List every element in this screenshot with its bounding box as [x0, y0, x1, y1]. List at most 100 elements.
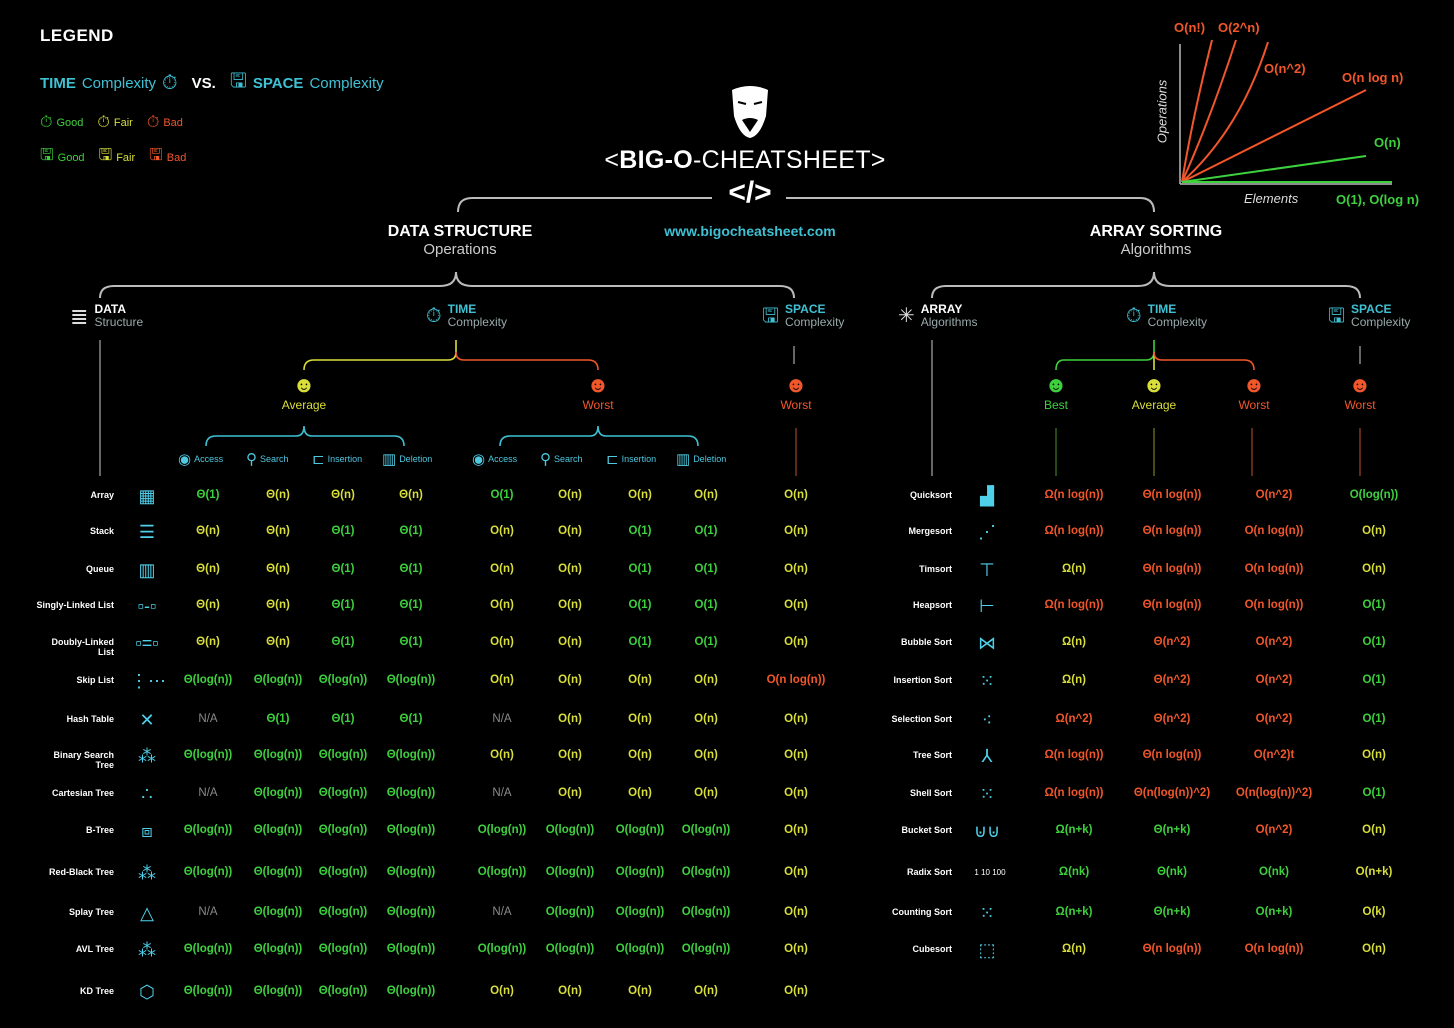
ds-cell: Θ(1) [399, 713, 423, 725]
code-symbol: </> [728, 176, 772, 209]
op-header-0: ◉ Access [178, 450, 223, 468]
ds-cell: O(n) [694, 787, 718, 799]
ds-cell: O(n) [490, 749, 514, 761]
ds-cell: Θ(log(n)) [253, 787, 303, 799]
ds-cell: Θ(1) [399, 599, 423, 611]
search-icon: ⚲ [246, 451, 257, 468]
ds-cell: O(log(n)) [477, 943, 527, 955]
legend-time-fair: ⏱ Fair [97, 114, 132, 132]
graph-label-exponential: O(2^n) [1218, 20, 1260, 35]
grade-label: Fair [113, 117, 133, 129]
sort-space-worst-group: ☻ Worst [1320, 372, 1400, 412]
ds-cell: Θ(log(n)) [386, 674, 436, 686]
ds-row-label: Hash Table [66, 714, 114, 724]
sort-algorithm-icon: ⁙ [979, 671, 995, 691]
col-sub: Complexity [447, 315, 507, 329]
col-sub: Complexity [1351, 315, 1411, 329]
ds-cell: O(1) [694, 599, 718, 611]
ds-cell: Θ(log(n)) [386, 866, 436, 878]
ds-cell: Θ(log(n)) [318, 787, 368, 799]
ds-cell: O(n) [628, 489, 652, 501]
sort-algorithm-icon: 1 10 100 [974, 868, 1006, 877]
sort-cell: O(n^2) [1255, 674, 1293, 686]
ds-cell: O(n) [490, 674, 514, 686]
sort-cell: O(1) [1362, 599, 1386, 611]
ds-cell: Θ(log(n)) [386, 906, 436, 918]
ds-cell: O(n) [558, 787, 582, 799]
sort-cell: Θ(n(log(n))^2) [1133, 787, 1211, 799]
ds-cell: O(n) [784, 906, 808, 918]
ds-cell: O(n) [628, 749, 652, 761]
col-bold: SPACE [785, 302, 826, 316]
ds-cell: O(log(n)) [545, 943, 595, 955]
graph-label-factorial: O(n!) [1174, 20, 1206, 35]
sort-cell: O(1) [1362, 674, 1386, 686]
site-url-link[interactable]: www.bigocheatsheet.com [664, 223, 836, 239]
ds-structure-icon: ⧈ [141, 821, 153, 841]
sort-cell: Ω(n+k) [1055, 824, 1093, 836]
ds-structure-icon: ∴ [141, 784, 153, 804]
sort-algorithm-icon: ⋈ [978, 633, 996, 653]
ds-cell: O(n) [784, 866, 808, 878]
graph-label-linear: O(n) [1374, 135, 1401, 150]
legend-space-bad: 🖫 Bad [149, 144, 186, 171]
sort-cell: O(log(n)) [1349, 489, 1399, 501]
ds-structure-icon: ☰ [138, 522, 156, 542]
ds-cell: O(log(n)) [545, 866, 595, 878]
red-mask-icon: ☻ [1242, 372, 1266, 397]
yellow-mask-icon: ☻ [292, 372, 316, 397]
legend-time-word: TIME [40, 74, 76, 92]
sort-cell: Θ(n^2) [1153, 674, 1191, 686]
ds-cell: Θ(log(n)) [386, 985, 436, 997]
ds-cell: O(n) [490, 599, 514, 611]
sort-section-heading: ARRAY SORTING Algorithms [1056, 223, 1256, 258]
sort-cell: O(n log(n)) [1244, 599, 1304, 611]
sort-cell: O(n) [1362, 563, 1386, 575]
op-label: Deletion [399, 454, 433, 464]
ds-cell: Θ(log(n)) [253, 906, 303, 918]
ds-cell: O(n) [784, 749, 808, 761]
ds-cell: O(n) [694, 713, 718, 725]
col-bold: DATA [94, 302, 126, 316]
ds-row-label: Splay Tree [68, 907, 114, 917]
graph-label-quadratic: O(n^2) [1264, 61, 1306, 76]
sort-cell: Θ(nk) [1156, 866, 1188, 878]
sort-cell: Θ(n log(n)) [1142, 749, 1202, 761]
ds-cell: O(log(n)) [615, 906, 665, 918]
ds-cell: Θ(log(n)) [253, 985, 303, 997]
ds-cell: O(n) [784, 985, 808, 997]
op-label: Insertion [327, 454, 363, 464]
trash-icon: ▥ [382, 451, 397, 468]
ds-cell: O(n) [558, 985, 582, 997]
legend-row: TIME Complexity ⏱ VS. 🖫 SPACE Complexity [40, 66, 384, 100]
ds-cell: Θ(log(n)) [253, 674, 303, 686]
floppy-icon: 🖫 [149, 147, 163, 164]
ds-structure-icon: ▦ [138, 486, 156, 506]
red-mask-icon: ☻ [1348, 372, 1372, 397]
stopwatch-icon: ⏱ [40, 114, 53, 131]
ds-cell: O(1) [628, 563, 652, 575]
search-icon: ⚲ [540, 451, 551, 468]
sort-cell: O(1) [1362, 787, 1386, 799]
ds-col-space: 🖫 SPACE Complexity [762, 303, 844, 329]
sort-row-label: Cubesort [912, 944, 952, 954]
ds-section-heading: DATA STRUCTURE Operations [360, 223, 560, 258]
sort-section-title: ARRAY SORTING [1089, 223, 1223, 240]
legend-time-grades: ⏱ Good ⏱ Fair ⏱ Bad [40, 114, 183, 132]
sort-cell: Ω(n+k) [1055, 906, 1093, 918]
ds-cell: Θ(log(n)) [253, 943, 303, 955]
ds-cell: Θ(log(n)) [183, 943, 233, 955]
floppy-icon: 🖫 [98, 147, 113, 164]
sort-col-space: 🖫 SPACE Complexity [1328, 303, 1410, 329]
op-label: Search [260, 454, 289, 464]
sort-cell: O(1) [1362, 636, 1386, 648]
stopwatch-icon: ⏱ [146, 114, 160, 131]
ds-cell: O(n) [784, 489, 808, 501]
ds-cell: Θ(n) [196, 563, 220, 575]
ds-cell: Θ(n) [266, 489, 290, 501]
ds-cell: Θ(1) [399, 525, 423, 537]
ds-cell: Θ(log(n)) [253, 866, 303, 878]
col-sub: Algorithms [920, 315, 978, 329]
op-header-3: ▥ Deletion [676, 450, 726, 468]
ds-worst-group: ☻ Worst [558, 372, 638, 412]
